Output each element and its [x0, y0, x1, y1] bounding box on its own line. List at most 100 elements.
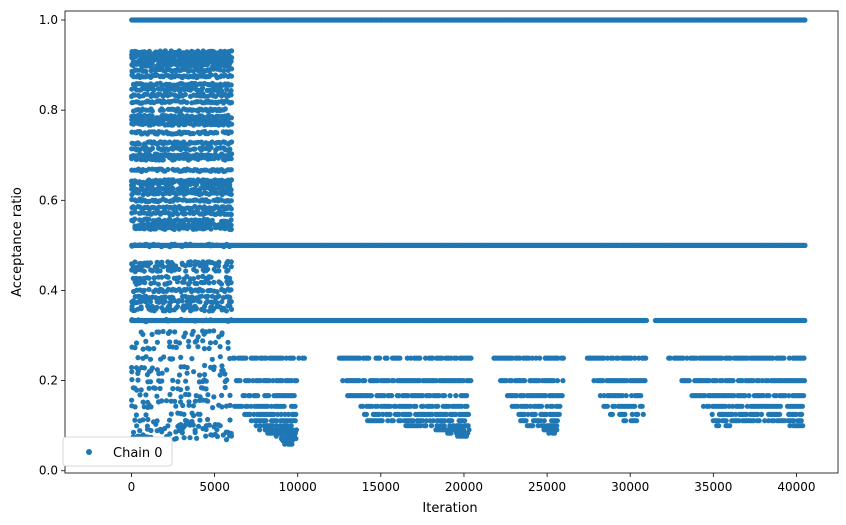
data-point [228, 198, 234, 204]
data-point [210, 405, 216, 411]
data-point [228, 99, 235, 106]
data-point [214, 242, 220, 248]
data-point [214, 427, 220, 433]
data-point [417, 355, 423, 361]
data-point [435, 403, 441, 409]
data-point [635, 411, 641, 417]
data-point [229, 55, 235, 61]
data-point [182, 330, 188, 336]
data-point [634, 418, 640, 424]
data-point [289, 441, 295, 447]
data-point [227, 402, 233, 408]
data-point [195, 423, 202, 429]
data-point [157, 385, 163, 392]
data-point [291, 393, 297, 399]
data-point [148, 404, 154, 410]
data-point [453, 393, 459, 399]
data-point [292, 403, 298, 409]
data-point [214, 433, 220, 440]
data-point [166, 417, 173, 423]
data-point [205, 416, 211, 423]
data-point [179, 430, 185, 436]
data-point [171, 226, 177, 232]
data-point [448, 430, 454, 436]
data-point [730, 378, 736, 384]
data-point [468, 378, 474, 384]
data-point [132, 216, 138, 222]
data-point [257, 427, 263, 433]
data-point [152, 385, 158, 391]
data-point [559, 393, 565, 399]
data-point [228, 226, 234, 232]
data-point [206, 345, 212, 352]
data-point [623, 418, 629, 424]
data-point [140, 346, 146, 352]
data-point [159, 378, 165, 384]
data-point [290, 355, 296, 361]
data-point [214, 289, 220, 295]
data-point [129, 317, 135, 323]
data-point [175, 211, 181, 217]
data-point [195, 344, 201, 350]
data-point [538, 403, 545, 409]
data-point [183, 378, 189, 384]
data-point [173, 344, 179, 351]
data-point [209, 356, 215, 362]
data-point [377, 355, 383, 361]
data-point [182, 422, 188, 428]
data-point [146, 216, 152, 222]
data-point [212, 339, 219, 346]
data-point [170, 261, 176, 267]
data-point [178, 354, 184, 360]
data-point [184, 364, 190, 371]
data-point [463, 433, 470, 439]
data-point [428, 423, 435, 429]
data-point [133, 412, 139, 418]
data-point [202, 362, 208, 369]
data-point [209, 432, 216, 438]
data-point [167, 329, 173, 335]
data-point [167, 280, 173, 286]
data-points [128, 17, 808, 447]
data-point [228, 287, 234, 293]
data-point [532, 411, 538, 417]
data-point [155, 281, 161, 287]
data-point [200, 288, 206, 294]
data-point [147, 356, 154, 362]
data-point [147, 379, 154, 385]
data-point [173, 403, 179, 409]
data-point [449, 418, 455, 424]
data-point [225, 345, 231, 351]
data-point [211, 279, 217, 285]
data-point [163, 398, 170, 404]
data-point [746, 393, 752, 399]
data-point [151, 346, 157, 352]
data-point [464, 393, 470, 399]
data-point [228, 73, 235, 79]
data-point [129, 377, 135, 383]
data-point [146, 385, 152, 391]
data-point [229, 139, 235, 145]
data-point [537, 355, 543, 361]
data-point [186, 343, 192, 350]
data-point [217, 423, 223, 429]
data-point [464, 403, 470, 409]
data-point [135, 190, 141, 196]
data-point [195, 274, 201, 280]
data-point [168, 411, 174, 417]
data-point [243, 355, 249, 361]
data-point [216, 268, 222, 274]
data-point [638, 393, 644, 399]
data-point [228, 206, 234, 212]
data-point [206, 422, 212, 428]
data-point [203, 433, 209, 439]
data-point [187, 259, 194, 265]
data-point [195, 334, 201, 340]
data-point [160, 107, 166, 113]
data-point [214, 130, 220, 136]
data-point [781, 355, 787, 361]
data-point [154, 393, 160, 399]
data-point [301, 355, 307, 361]
data-point [146, 275, 152, 281]
